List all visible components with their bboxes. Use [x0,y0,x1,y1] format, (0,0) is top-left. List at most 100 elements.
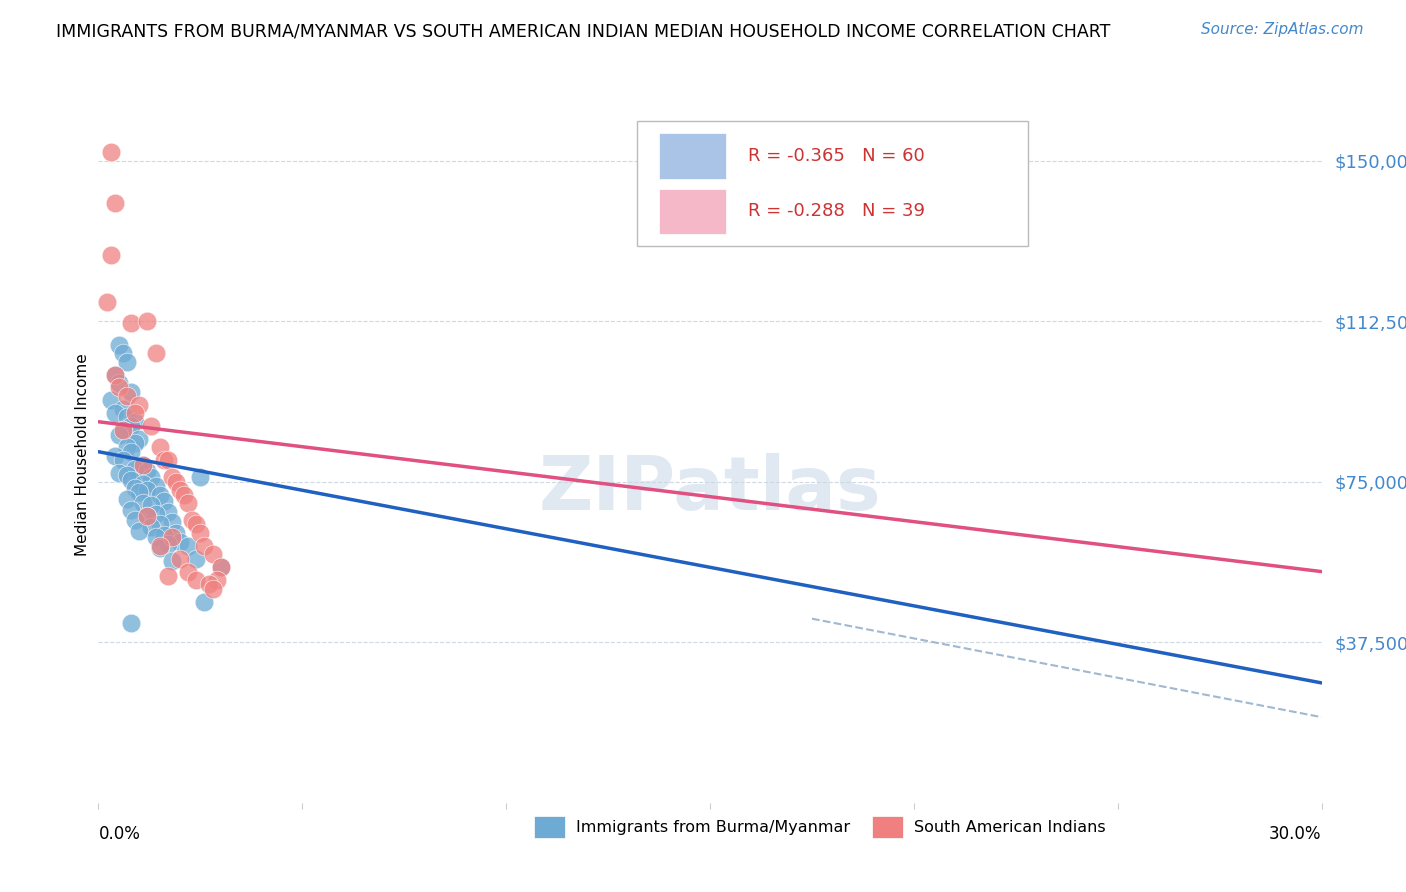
Point [186,573,208,587]
Point [124,415,146,429]
Point [124,481,146,495]
Point [115,355,138,369]
Point [136,314,159,328]
Point [209,560,232,574]
Point [132,458,155,472]
Point [104,449,127,463]
Point [160,470,183,484]
Point [100,248,122,262]
Bar [658,188,725,234]
Point [96,294,118,309]
Point [115,441,138,455]
Point [115,389,138,403]
Point [169,534,191,549]
Point [160,554,183,568]
Point [149,539,172,553]
Point [111,401,134,416]
Point [115,410,138,425]
Point [124,513,146,527]
Point [145,507,167,521]
Bar [658,134,725,178]
Point [156,453,179,467]
Point [120,444,142,458]
Point [104,368,127,382]
Point [149,441,172,455]
Text: Immigrants from Burma/Myanmar: Immigrants from Burma/Myanmar [576,820,851,835]
Point [104,406,127,420]
Point [173,487,195,501]
Point [124,436,146,450]
Point [177,539,200,553]
Point [169,551,191,566]
Point [111,346,134,360]
Point [152,528,174,542]
Point [124,406,146,420]
Point [177,565,200,579]
Point [165,526,187,541]
Point [100,145,122,159]
Text: R = -0.288   N = 39: R = -0.288 N = 39 [748,202,925,220]
Text: 30.0%: 30.0% [1270,825,1322,843]
Point [160,530,183,544]
Point [104,368,127,382]
Point [108,466,131,480]
Point [108,337,131,351]
Text: R = -0.365   N = 60: R = -0.365 N = 60 [748,147,925,165]
Point [128,432,150,446]
Point [136,508,159,523]
Point [145,479,167,493]
Point [120,615,142,630]
Point [136,508,159,523]
Point [141,470,163,484]
Point [201,548,224,562]
Point [165,475,187,489]
Point [145,346,167,360]
Text: South American Indians: South American Indians [914,820,1105,835]
Point [186,517,208,532]
Point [136,483,159,498]
Text: IMMIGRANTS FROM BURMA/MYANMAR VS SOUTH AMERICAN INDIAN MEDIAN HOUSEHOLD INCOME C: IMMIGRANTS FROM BURMA/MYANMAR VS SOUTH A… [56,22,1111,40]
Point [149,487,172,501]
Point [141,498,163,512]
Point [120,502,142,516]
Text: Source: ZipAtlas.com: Source: ZipAtlas.com [1201,22,1364,37]
Point [128,459,150,474]
Point [152,453,174,467]
Bar [637,121,1028,246]
Point [177,496,200,510]
Point [193,594,215,608]
Point [156,569,179,583]
Point [188,470,212,484]
Point [181,513,204,527]
Point [188,526,212,541]
Point [120,316,142,330]
Point [169,483,191,498]
Point [132,476,155,491]
Text: ZIPatlas: ZIPatlas [538,453,882,526]
Point [136,464,159,478]
Point [205,573,228,587]
Point [120,419,142,434]
Point [132,496,155,510]
Point [141,519,163,533]
Point [108,380,131,394]
Point [111,423,134,437]
Point [156,537,179,551]
Point [108,376,131,391]
Y-axis label: Median Household Income: Median Household Income [75,353,90,557]
Point [132,458,155,472]
Point [104,196,127,211]
Point [120,384,142,399]
Text: 0.0%: 0.0% [98,825,141,843]
Point [209,560,232,574]
Point [128,485,150,500]
Point [128,398,150,412]
Point [111,423,134,437]
Point [152,494,174,508]
Point [193,539,215,553]
Point [149,517,172,532]
Point [160,516,183,530]
Point [108,427,131,442]
Point [124,462,146,476]
Point [100,393,122,408]
